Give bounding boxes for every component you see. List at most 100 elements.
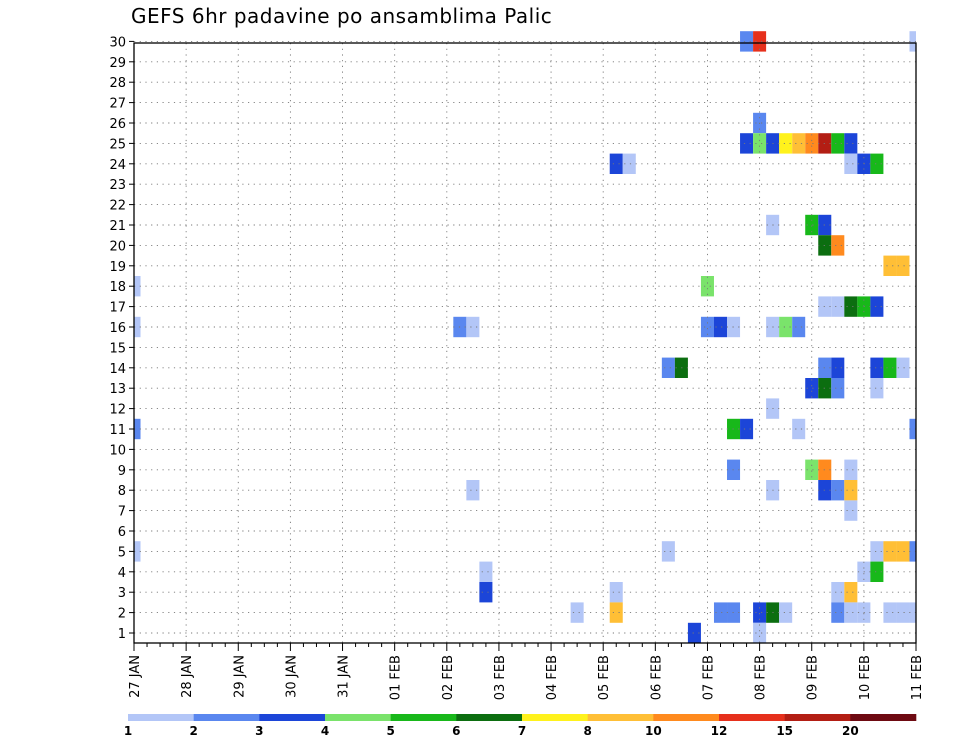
precip-cell [896, 357, 910, 378]
chart-title: GEFS 6hr padavine po ansamblima Palic [131, 4, 553, 28]
precip-cell [909, 31, 916, 52]
legend-label: 20 [842, 724, 859, 738]
legend-swatch [193, 714, 260, 721]
y-tick-label: 18 [109, 280, 126, 295]
precip-cell [740, 31, 754, 52]
precip-cell [479, 561, 493, 582]
y-tick-label: 6 [118, 525, 126, 540]
precip-cell [466, 316, 480, 338]
y-tick-label: 26 [109, 117, 126, 132]
precip-cell [700, 276, 714, 297]
precip-cell [831, 235, 845, 256]
precip-cell [870, 378, 884, 399]
x-tick-label: 03 FEB [493, 655, 508, 700]
x-axis: 27 JAN 28 JAN 29 JAN 30 JAN 31 JAN 01 FEB 02 F… [128, 643, 925, 700]
x-tick-label: 09 FEB [806, 655, 821, 700]
precip-cell [466, 480, 480, 501]
precip-cell [740, 418, 754, 440]
x-tick-label: 01 FEB [389, 655, 404, 700]
precip-cell [844, 480, 858, 501]
y-tick-label: 22 [109, 199, 126, 214]
precip-cell [870, 357, 884, 378]
precip-cell [134, 276, 141, 297]
precip-cell [844, 602, 858, 623]
y-tick-label: 15 [109, 341, 126, 356]
precip-cell [883, 541, 897, 562]
precip-cell [609, 153, 623, 174]
legend-label: 15 [776, 724, 793, 738]
precip-cell [844, 153, 858, 174]
precip-cell [479, 582, 493, 603]
precip-cell [844, 296, 858, 317]
x-tick-label: 30 JAN [284, 655, 299, 698]
legend-swatch [325, 714, 391, 721]
cells-layer [134, 31, 916, 644]
y-tick-label: 4 [118, 566, 126, 581]
precip-cell [753, 622, 767, 644]
legend-swatch [719, 714, 785, 721]
precip-cell [740, 133, 754, 154]
legend-label: 3 [255, 724, 263, 738]
precip-cell [805, 214, 819, 236]
legend-label: 6 [452, 724, 460, 738]
x-tick-label: 11 FEB [910, 655, 925, 700]
precip-cell [883, 602, 897, 623]
x-tick-label: 07 FEB [701, 655, 716, 700]
legend-swatch [390, 714, 457, 721]
x-tick-label: 08 FEB [754, 655, 769, 700]
y-tick-label: 25 [109, 137, 126, 152]
y-tick-label: 30 [109, 35, 126, 50]
x-tick-label: 05 FEB [597, 655, 612, 700]
y-tick-label: 11 [109, 423, 126, 438]
precip-cell [844, 582, 858, 603]
precip-cell [831, 357, 845, 378]
y-tick-label: 2 [118, 607, 126, 622]
y-tick-label: 13 [109, 382, 126, 397]
plot-frame [133, 42, 917, 644]
precip-cell [831, 602, 845, 623]
legend-swatch [128, 714, 194, 721]
x-tick-label: 10 FEB [858, 655, 873, 700]
precip-cell [909, 418, 916, 440]
y-tick-label: 29 [109, 56, 126, 71]
legend-swatch [587, 714, 654, 721]
precip-cell [870, 296, 884, 317]
precip-cell [687, 622, 701, 644]
y-tick-label: 5 [118, 545, 126, 560]
precip-cell [844, 500, 858, 521]
precip-cell [779, 133, 793, 154]
precip-cell [661, 541, 675, 562]
precip-cell [870, 561, 884, 582]
y-tick-label: 23 [109, 178, 126, 193]
legend-label: 5 [386, 724, 394, 738]
y-tick-label: 9 [118, 464, 126, 479]
precip-cell [779, 602, 793, 623]
precip-cell [661, 357, 675, 378]
y-tick-label: 8 [118, 484, 126, 499]
legend-swatch [522, 714, 588, 721]
precip-cell [792, 133, 806, 154]
precip-cell [792, 418, 806, 440]
y-tick-label: 16 [109, 321, 126, 336]
precip-cell [779, 316, 793, 338]
precip-cell [713, 602, 728, 623]
precip-cell [713, 316, 728, 338]
precip-cell [134, 541, 141, 562]
y-axis: 1234567891011121314151617181920212223242… [109, 35, 134, 642]
precip-cell [805, 378, 819, 399]
precip-cell [792, 316, 806, 338]
legend-label: 1 [124, 724, 132, 738]
x-tick-label: 02 FEB [441, 655, 456, 700]
precip-cell [609, 582, 623, 603]
x-tick-label: 27 JAN [128, 655, 143, 698]
y-tick-label: 28 [109, 76, 126, 91]
precip-cell [831, 296, 845, 317]
legend-swatch [456, 714, 523, 721]
y-tick-label: 3 [118, 586, 126, 601]
x-tick-label: 31 JAN [337, 655, 352, 698]
legend: 1 2 3 4 5 6 7 8 10 12 15 20 [124, 714, 917, 738]
precip-cell [883, 357, 897, 378]
precip-cell [883, 255, 897, 276]
precip-cell [896, 541, 910, 562]
